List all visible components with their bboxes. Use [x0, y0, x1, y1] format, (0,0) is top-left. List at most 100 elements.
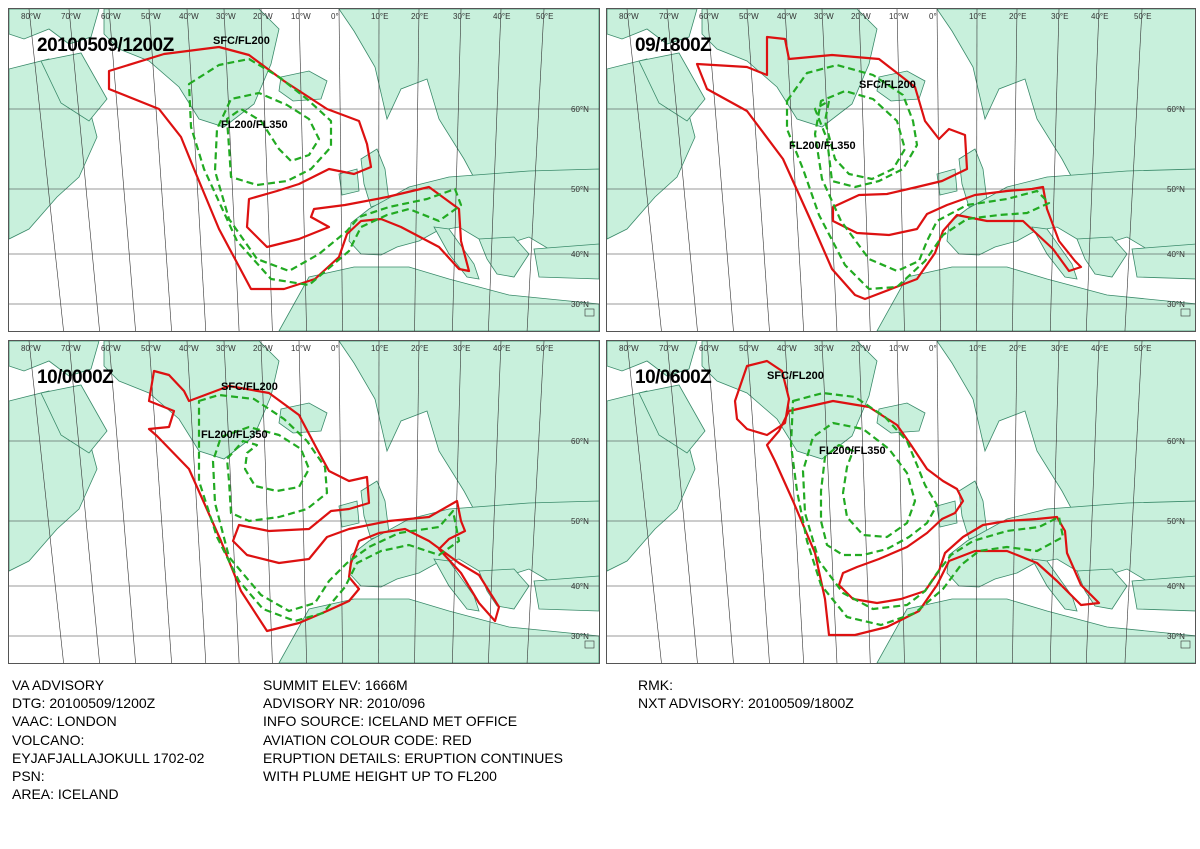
meridian-line — [666, 9, 698, 331]
sfc-fl200-outline — [765, 399, 1101, 637]
meridian-label: 80°W — [21, 12, 41, 21]
meridian-label: 10°E — [371, 344, 388, 353]
meridian-label: 30°W — [814, 12, 834, 21]
meridian-line — [452, 9, 462, 331]
meridian-label: 40°E — [1091, 12, 1108, 21]
meridian-line — [626, 9, 662, 331]
meridian-label: 20°W — [851, 344, 871, 353]
graticule: 80°W 70°W 60°W 50°W 40°W 30°W 20°W 10°W 0° 10°E 20… — [607, 9, 1195, 331]
meridian-label: 30°E — [1051, 12, 1068, 21]
land-greenland — [103, 9, 280, 128]
land-balkans — [1076, 236, 1128, 278]
meridian-label: 10°E — [969, 344, 986, 353]
advisory-line: AREA: ICELAND — [12, 786, 119, 803]
fl200-fl350-label: FL200/FL350 — [221, 119, 288, 131]
meridian-line — [526, 9, 545, 331]
advisory-column-2: SUMMIT ELEV: 1666M ADVISORY NR: 2010/096… — [263, 676, 563, 785]
meridian-label: 70°W — [61, 12, 81, 21]
panel-time-label: 10/0600Z — [635, 367, 712, 388]
meridian-label: 50°E — [536, 12, 553, 21]
advisory-line: VA ADVISORY — [12, 677, 105, 693]
meridian-label: 20°E — [1009, 12, 1026, 21]
land-scandinavia — [936, 9, 1195, 195]
meridian-label: 20°W — [851, 12, 871, 21]
parallel-label: 50°N — [571, 185, 589, 194]
land-africa — [278, 266, 599, 331]
land-baffin — [40, 384, 108, 454]
meridian-label: 10°W — [291, 12, 311, 21]
meridian-line — [28, 9, 64, 331]
meridian-line — [1124, 9, 1143, 331]
meridian-label: 50°W — [739, 12, 759, 21]
meridian-line — [338, 9, 343, 331]
sfc-fl200-label: SFC/FL200 — [213, 35, 270, 47]
advisory-line: ADVISORY NR: 2010/096 — [263, 695, 426, 712]
meridian-label: 30°W — [814, 344, 834, 353]
meridian-label: 20°W — [253, 344, 273, 353]
meridian-line — [186, 341, 207, 663]
meridian-line — [706, 341, 734, 663]
meridian-line — [666, 341, 698, 663]
panel-time-label: 09/1800Z — [635, 35, 712, 56]
meridian-line — [784, 9, 804, 331]
land-turkey — [533, 243, 599, 280]
land-canada-north — [607, 9, 698, 45]
meridian-line — [976, 341, 978, 663]
forecast-panel-4: 80°W 70°W 60°W 50°W 40°W 30°W 20°W 10°W 0° 10°E 20… — [606, 340, 1196, 664]
meridian-label: 40°W — [179, 344, 199, 353]
land-iceland — [876, 402, 926, 434]
meridian-line — [1012, 9, 1018, 331]
meridian-label: 10°W — [889, 12, 909, 21]
meridian-label: 60°W — [101, 12, 121, 21]
meridian-line — [148, 341, 172, 663]
meridian-label: 40°W — [777, 344, 797, 353]
advisory-line: EYJAFJALLAJOKULL 1702-02 — [12, 749, 205, 766]
map-3: 80°W 70°W 60°W 50°W 40°W 30°W 20°W 10°W 0° 10°E 20… — [9, 341, 599, 663]
meridian-line — [896, 341, 905, 663]
meridian-label: 10°W — [291, 344, 311, 353]
meridian-line — [488, 9, 502, 331]
graticule: 80°W 70°W 60°W 50°W 40°W 30°W 20°W 10°W 0° 10°E 20… — [607, 341, 1195, 663]
frame-mark — [1180, 640, 1191, 649]
fl200-fl350-outline — [187, 57, 463, 287]
fl200-fl350-label: FL200/FL350 — [201, 429, 268, 441]
meridian-label: 40°W — [777, 12, 797, 21]
advisory-line: AVIATION COLOUR CODE: RED — [263, 731, 472, 748]
meridian-line — [1124, 341, 1143, 663]
meridian-line — [148, 9, 172, 331]
land-baffin — [638, 52, 706, 122]
parallel-label: 40°N — [571, 582, 589, 591]
advisory-line: RMK: — [638, 677, 673, 693]
meridian-line — [338, 341, 343, 663]
meridian-label: 70°W — [659, 12, 679, 21]
land-baffin — [40, 52, 108, 122]
forecast-panel-1: 80°W 70°W 60°W 50°W 40°W 30°W 20°W 10°W 0° 10°E 20… — [8, 8, 600, 332]
meridian-line — [186, 9, 207, 331]
land-ireland — [338, 500, 360, 528]
map-4: 80°W 70°W 60°W 50°W 40°W 30°W 20°W 10°W 0° 10°E 20… — [607, 341, 1195, 663]
panel-time-label: 10/0000Z — [37, 367, 114, 388]
panel-time-label: 20100509/1200Z — [37, 35, 174, 56]
meridian-label: 80°W — [619, 344, 639, 353]
sfc-fl200-outline — [695, 35, 1083, 301]
meridian-line — [414, 9, 420, 331]
land-africa — [278, 598, 599, 663]
meridian-line — [746, 9, 770, 331]
forecast-panel-2: 80°W 70°W 60°W 50°W 40°W 30°W 20°W 10°W 0° 10°E 20… — [606, 8, 1196, 332]
meridian-line — [68, 341, 100, 663]
advisory-line: NXT ADVISORY: 20100509/1800Z — [638, 695, 854, 712]
meridian-label: 70°W — [61, 344, 81, 353]
fl200-fl350-label: FL200/FL350 — [789, 140, 856, 152]
land-africa — [876, 266, 1195, 331]
meridian-line — [526, 341, 545, 663]
land-turkey — [1131, 575, 1195, 612]
map-2: 80°W 70°W 60°W 50°W 40°W 30°W 20°W 10°W 0° 10°E 20… — [607, 9, 1195, 331]
advisory-line: WITH PLUME HEIGHT UP TO FL200 — [263, 768, 497, 785]
meridian-line — [936, 9, 941, 331]
parallel-label: 60°N — [571, 105, 589, 114]
meridian-label: 80°W — [21, 344, 41, 353]
sfc-fl200-label: SFC/FL200 — [859, 79, 916, 91]
sfc-fl200-label: SFC/FL200 — [767, 370, 824, 382]
meridian-label: 20°E — [411, 12, 428, 21]
meridian-line — [746, 341, 770, 663]
